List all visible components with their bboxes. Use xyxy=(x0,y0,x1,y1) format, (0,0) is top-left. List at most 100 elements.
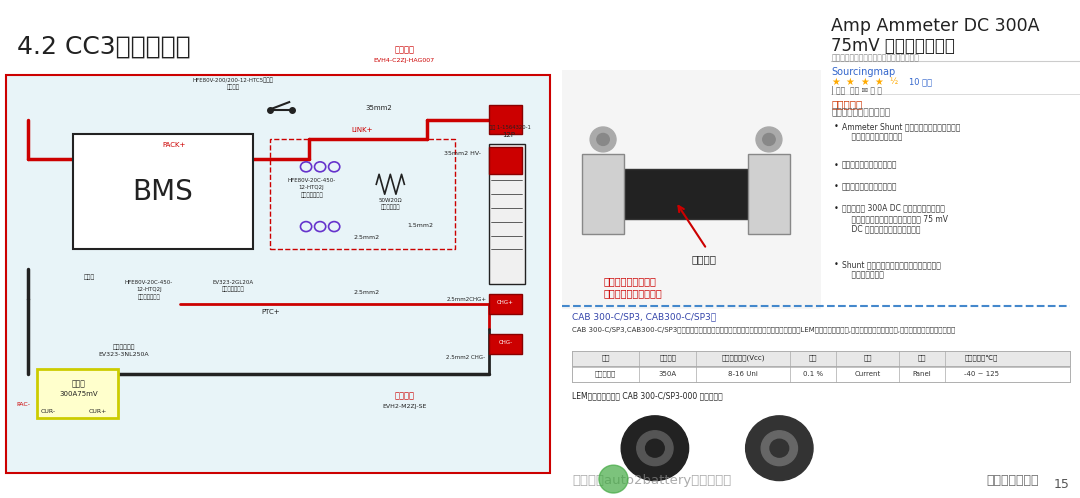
Text: PAC-: PAC- xyxy=(17,402,31,407)
Text: 4.2 CC3电气原理图: 4.2 CC3电气原理图 xyxy=(17,35,190,59)
Text: HFE80V-200/200-12-HTC5（主正: HFE80V-200/200-12-HTC5（主正 xyxy=(192,78,273,83)
Text: 公众号：auto2battery制造与测试: 公众号：auto2battery制造与测试 xyxy=(572,474,731,487)
FancyBboxPatch shape xyxy=(488,334,523,354)
Text: HFE80V-20C-450-: HFE80V-20C-450- xyxy=(124,280,173,285)
Text: 2.5mm2: 2.5mm2 xyxy=(354,290,380,295)
Text: •: • xyxy=(834,204,839,213)
Text: HV-: HV- xyxy=(501,155,515,164)
Text: 1.5mm2: 1.5mm2 xyxy=(407,223,433,228)
Text: 测量: 测量 xyxy=(863,355,872,362)
Text: CAB 300-C/SP3, CAB300-C/SP3：: CAB 300-C/SP3, CAB300-C/SP3： xyxy=(572,312,716,321)
FancyBboxPatch shape xyxy=(488,105,523,134)
Circle shape xyxy=(621,416,689,481)
Text: 15: 15 xyxy=(1054,478,1069,491)
Circle shape xyxy=(770,439,788,457)
Text: 300A75mV: 300A75mV xyxy=(59,391,98,397)
Text: •: • xyxy=(834,182,839,191)
Text: 12-HTQ2J: 12-HTQ2J xyxy=(136,287,162,292)
Text: 精度: 精度 xyxy=(809,355,818,362)
Text: 75mV 电流测量阻尼器: 75mV 电流测量阻尼器 xyxy=(832,37,955,55)
Text: •: • xyxy=(834,122,839,131)
Text: Sourcingmap: Sourcingmap xyxy=(832,67,895,77)
Text: ½: ½ xyxy=(889,77,897,86)
Circle shape xyxy=(590,127,616,152)
Text: 中航光电: 中航光电 xyxy=(394,391,415,400)
Text: 采样点：: 采样点： xyxy=(691,254,716,264)
Text: 工作温度（℃）: 工作温度（℃） xyxy=(964,355,998,362)
Text: 2.5mm2: 2.5mm2 xyxy=(354,235,380,240)
Circle shape xyxy=(646,439,664,457)
Text: -40 ~ 125: -40 ~ 125 xyxy=(964,371,999,377)
Text: 10 评价: 10 评价 xyxy=(909,77,932,86)
Text: BMS: BMS xyxy=(133,178,193,206)
FancyBboxPatch shape xyxy=(572,351,1069,366)
Bar xyxy=(270,139,455,249)
FancyBboxPatch shape xyxy=(572,367,1069,382)
Text: （加热继电器）: （加热继电器） xyxy=(137,294,160,300)
Text: 50W20Ω: 50W20Ω xyxy=(378,198,402,203)
Text: ★: ★ xyxy=(860,77,869,87)
Text: EV323-2GL20A: EV323-2GL20A xyxy=(213,280,254,285)
Text: 8-16 Uni: 8-16 Uni xyxy=(728,371,758,377)
FancyBboxPatch shape xyxy=(488,144,525,284)
Text: Current: Current xyxy=(854,371,880,377)
FancyBboxPatch shape xyxy=(748,154,789,234)
Text: LEM菜源汽车传感器 CAB 300-C/SP3-000 产品图片：: LEM菜源汽车传感器 CAB 300-C/SP3-000 产品图片： xyxy=(572,391,723,400)
Text: 2.5mm2 CHG-: 2.5mm2 CHG- xyxy=(446,355,486,360)
Text: 350A: 350A xyxy=(659,371,677,377)
Text: CHG-: CHG- xyxy=(498,340,513,345)
FancyBboxPatch shape xyxy=(562,70,821,309)
Text: EVH4-C2ZJ-HAG007: EVH4-C2ZJ-HAG007 xyxy=(374,58,435,63)
Text: | 分享  分享 ✉ 🔷 🔷: | 分享 分享 ✉ 🔷 🔷 xyxy=(832,86,882,95)
FancyBboxPatch shape xyxy=(582,154,624,234)
Text: 优质、性能好、安装方便。: 优质、性能好、安装方便。 xyxy=(841,182,897,191)
Text: EVH2-M2ZJ-SE: EVH2-M2ZJ-SE xyxy=(382,404,427,409)
Text: LINK+: LINK+ xyxy=(351,127,373,133)
Text: EV323-3NL250A: EV323-3NL250A xyxy=(98,352,149,357)
Text: HFE80V-20C-450-: HFE80V-20C-450- xyxy=(287,178,336,183)
Circle shape xyxy=(745,416,813,481)
Text: （预充电阻）: （预充电阻） xyxy=(380,205,400,210)
Circle shape xyxy=(597,133,609,145)
Text: ★: ★ xyxy=(875,77,883,87)
Text: 如果您拥有 300A DC 数字或模拟电流表并
    且需要测量更大的电流，那么这款 75 mV
    DC 防震电阻器非常适合工作。: 如果您拥有 300A DC 数字或模拟电流表并 且需要测量更大的电流，那么这款 … xyxy=(841,204,947,234)
Circle shape xyxy=(762,133,775,145)
Text: Ammeter Shunt 允许测量过大当前值。以通
    过特定的端距直接测量。: Ammeter Shunt 允许测量过大当前值。以通 过特定的端距直接测量。 xyxy=(841,122,960,141)
FancyBboxPatch shape xyxy=(37,369,118,418)
Text: Panel: Panel xyxy=(913,371,931,377)
Text: CUR+: CUR+ xyxy=(89,409,108,414)
Text: 12P: 12P xyxy=(502,132,515,138)
Text: （预充继电器）: （预充继电器） xyxy=(300,192,323,198)
Text: ★: ★ xyxy=(846,77,854,87)
Text: 分流器: 分流器 xyxy=(71,379,85,388)
Text: •: • xyxy=(834,260,839,269)
Text: 2.5mm2CHG+: 2.5mm2CHG+ xyxy=(446,297,487,302)
Text: 中航光电: 中航光电 xyxy=(394,45,415,54)
Circle shape xyxy=(756,127,782,152)
Text: （本身不分正负极，
但取电流信号分正负）: （本身不分正负极， 但取电流信号分正负） xyxy=(603,276,662,298)
Text: Shunt 用于家门测量，质量好、性能好、安
    装方便的电流。: Shunt 用于家门测量，质量好、性能好、安 装方便的电流。 xyxy=(841,260,941,279)
Text: 0.1 %: 0.1 % xyxy=(802,371,823,377)
Text: 页面含机器翻译，中文仅供参考，以原文为: 页面含机器翻译，中文仅供参考，以原文为 xyxy=(832,53,919,62)
Text: 霍尔电流传感器: 霍尔电流传感器 xyxy=(987,474,1039,487)
Text: CUR-: CUR- xyxy=(40,409,55,414)
Text: 磁通门原理: 磁通门原理 xyxy=(595,371,617,377)
Text: 加热膜: 加热膜 xyxy=(84,274,95,280)
Text: CHG+: CHG+ xyxy=(497,300,514,305)
Text: •: • xyxy=(834,161,839,170)
Text: 欢迎选购其他类似产品。: 欢迎选购其他类似产品。 xyxy=(832,108,890,117)
Circle shape xyxy=(599,465,627,493)
Circle shape xyxy=(637,431,673,466)
Text: 可在数字或模拟表上使用。: 可在数字或模拟表上使用。 xyxy=(841,161,897,170)
Text: 35mm2: 35mm2 xyxy=(365,105,392,111)
Text: 35mm2 HV-: 35mm2 HV- xyxy=(444,151,481,156)
Text: 目前无货。: 目前无货。 xyxy=(832,100,863,110)
Text: 12-HTQ2J: 12-HTQ2J xyxy=(299,185,325,190)
Text: 赤科 1-1564320-1: 赤科 1-1564320-1 xyxy=(488,125,530,130)
FancyBboxPatch shape xyxy=(488,147,523,174)
Text: HV+: HV+ xyxy=(500,114,517,123)
FancyBboxPatch shape xyxy=(488,294,523,314)
Text: Amp Ammeter DC 300A: Amp Ammeter DC 300A xyxy=(832,17,1040,35)
Text: 技术: 技术 xyxy=(602,355,610,362)
Text: PTC+: PTC+ xyxy=(261,309,280,315)
